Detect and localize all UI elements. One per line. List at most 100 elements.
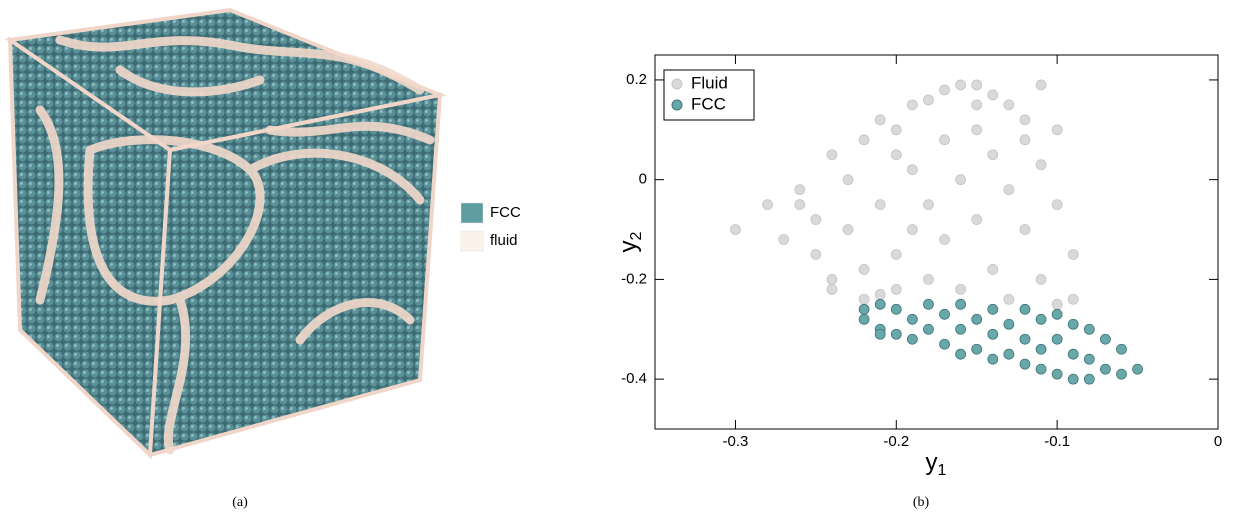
point: [1083, 373, 1095, 385]
point: [1035, 273, 1047, 285]
plot-frame: [654, 54, 1219, 430]
legend-swatch: [460, 230, 484, 252]
point: [778, 234, 790, 245]
point: [1051, 368, 1063, 380]
point: [1100, 333, 1111, 345]
point: [794, 199, 806, 211]
legend-swatch: [460, 202, 484, 224]
legend-label: FCC: [490, 204, 521, 221]
x-label-main: y: [926, 449, 938, 476]
cube-front: [147, 92, 443, 458]
point: [1067, 318, 1079, 330]
legend-label: fluid: [490, 232, 518, 249]
legend: Fluid FCC: [663, 69, 755, 121]
caption: (b): [913, 495, 930, 510]
point: [987, 264, 999, 275]
point: [971, 313, 983, 325]
y-label-main: y: [615, 240, 642, 252]
point: [906, 313, 918, 325]
point: [1003, 318, 1015, 330]
y-tick-label: 0: [639, 171, 647, 188]
point: [906, 224, 918, 235]
cube-rendering: [4, 7, 447, 460]
legend-label: FCC: [691, 94, 726, 113]
point: [1116, 343, 1127, 355]
point: [1019, 358, 1031, 370]
point: [1019, 134, 1031, 146]
point: [858, 293, 870, 305]
point: [939, 234, 950, 245]
point: [1067, 293, 1079, 305]
point: [1083, 353, 1095, 365]
x-tick-label: 0: [1214, 433, 1222, 450]
point: [971, 99, 983, 111]
point: [1019, 224, 1031, 235]
point: [858, 134, 870, 146]
legend-marker: [671, 99, 683, 111]
point: [923, 199, 934, 211]
point: [955, 79, 967, 91]
point: [1051, 199, 1063, 211]
y-tick-label: 0.2: [626, 71, 647, 88]
point: [1051, 124, 1063, 136]
point: [923, 273, 934, 285]
point: [971, 79, 983, 91]
point: [906, 99, 918, 111]
point: [858, 303, 870, 315]
point: [794, 184, 806, 196]
point: [971, 124, 983, 136]
point: [890, 303, 902, 315]
point: [939, 308, 950, 320]
point: [858, 264, 870, 275]
point: [955, 348, 967, 360]
point: [1003, 99, 1015, 111]
point: [955, 283, 967, 295]
point: [826, 283, 838, 295]
point: [874, 288, 886, 300]
point: [890, 328, 902, 340]
x-axis-label: y1: [926, 449, 947, 479]
point: [874, 298, 886, 310]
point: [1051, 298, 1063, 310]
point: [987, 149, 999, 161]
point: [955, 323, 967, 335]
point: [890, 124, 902, 136]
point: [874, 328, 886, 340]
fluid-regions: [35, 35, 435, 455]
point: [1003, 348, 1015, 360]
point: [1003, 293, 1015, 305]
point: [810, 214, 822, 225]
point: [1035, 159, 1047, 171]
point: [1019, 303, 1031, 315]
point: [1019, 114, 1031, 126]
point: [923, 323, 934, 335]
legend-label: Fluid: [691, 73, 728, 92]
point: [890, 283, 902, 295]
point: [1035, 313, 1047, 325]
point: [1083, 323, 1095, 335]
point: [1132, 363, 1143, 375]
point: [762, 199, 773, 211]
point: [1035, 343, 1047, 355]
point: [890, 249, 902, 260]
y-label-sub: 2: [628, 231, 645, 240]
point: [1003, 184, 1015, 196]
legend-box: [663, 69, 755, 121]
point: [906, 333, 918, 345]
y-axis-label: y2: [615, 231, 645, 252]
point: [923, 298, 934, 310]
point: [1035, 79, 1047, 91]
x-tick-label: -0.2: [883, 433, 909, 450]
point: [1051, 308, 1063, 320]
point: [906, 164, 918, 176]
caption: (a): [232, 495, 248, 510]
point: [810, 249, 822, 260]
point: [1067, 373, 1079, 385]
point: [874, 114, 886, 126]
point: [858, 313, 870, 325]
point: [842, 224, 854, 235]
point: [1035, 363, 1047, 375]
point: [730, 224, 741, 235]
point: [939, 84, 950, 96]
